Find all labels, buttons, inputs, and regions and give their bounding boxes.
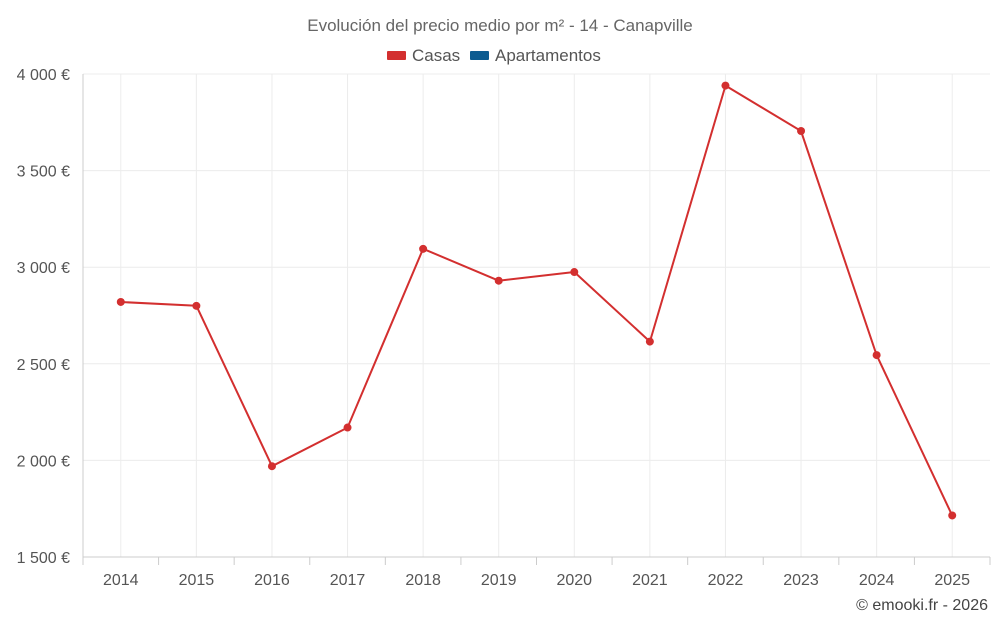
data-point-casas[interactable] (570, 268, 579, 277)
x-tick-label: 2019 (481, 572, 517, 589)
y-tick-label: 3 000 € (17, 260, 70, 277)
legend-label-casas: Casas (412, 46, 460, 65)
legend-label-apartamentos: Apartamentos (495, 46, 601, 65)
y-tick-label: 1 500 € (17, 550, 70, 567)
x-tick-label: 2018 (405, 572, 441, 589)
x-tick-label: 2022 (708, 572, 744, 589)
y-tick-label: 3 500 € (17, 164, 70, 181)
data-point-casas[interactable] (267, 462, 276, 471)
series-line-casas (120, 84, 954, 516)
x-tick-label: 2017 (330, 572, 366, 589)
x-tick-label: 2025 (934, 572, 970, 589)
data-point-casas[interactable] (948, 511, 957, 520)
data-point-casas[interactable] (419, 244, 428, 253)
x-tick-label: 2014 (103, 572, 139, 589)
chart-title: Evolución del precio medio por m² - 14 -… (307, 16, 693, 35)
y-tick-label: 2 000 € (17, 453, 70, 470)
grid (83, 73, 990, 557)
y-tick-label: 2 500 € (17, 357, 70, 374)
data-point-casas[interactable] (343, 423, 352, 432)
legend-swatch-casas (387, 51, 406, 60)
data-point-casas[interactable] (721, 81, 730, 90)
legend: Casas Apartamentos (387, 46, 601, 65)
legend-swatch-apartamentos (470, 51, 489, 60)
legend-item-casas[interactable]: Casas (387, 46, 460, 65)
x-tick-label: 2016 (254, 572, 290, 589)
data-point-casas[interactable] (116, 297, 125, 306)
data-point-casas[interactable] (645, 337, 654, 346)
series-layer (116, 81, 957, 520)
legend-item-apartamentos[interactable]: Apartamentos (470, 46, 601, 65)
x-tick-label: 2020 (556, 572, 592, 589)
data-point-casas[interactable] (494, 276, 503, 285)
x-tick-label: 2023 (783, 572, 819, 589)
data-point-casas[interactable] (797, 126, 806, 135)
x-axis: 2014 2015 2016 2017 2018 2019 2020 2021 2022 2023… (82, 556, 991, 589)
data-point-casas[interactable] (192, 301, 201, 310)
data-point-casas[interactable] (872, 351, 881, 360)
x-tick-label: 2024 (859, 572, 895, 589)
x-tick-label: 2021 (632, 572, 668, 589)
credit-text: © emooki.fr - 2026 (856, 597, 988, 614)
y-axis: 4 000 € 3 500 € 3 000 € 2 500 € 2 000 € 1 500… (17, 67, 84, 567)
x-tick-label: 2015 (179, 572, 215, 589)
y-tick-label: 4 000 € (17, 67, 70, 84)
